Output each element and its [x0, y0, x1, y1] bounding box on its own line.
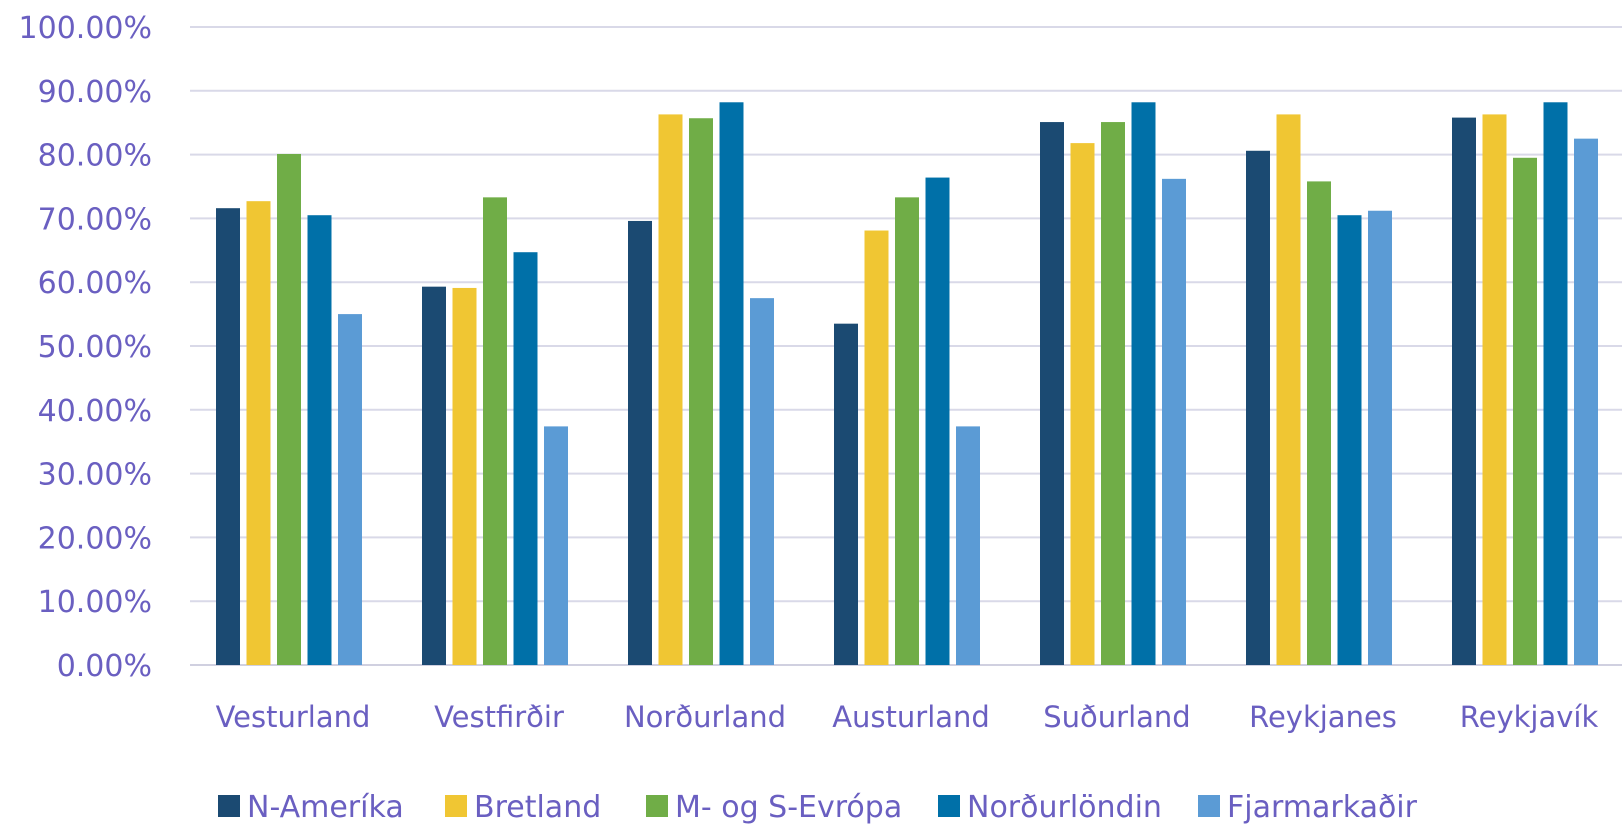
legend-label: Fjarmarkaðir: [1227, 790, 1418, 825]
legend-swatch: [646, 795, 668, 817]
bar-sudurland-nordurlondin: [1131, 102, 1156, 665]
bar-austurland-m-og-s-evropa: [895, 197, 919, 665]
category-label: Reykjavík: [1460, 700, 1599, 734]
bar-vestfirdir-fjarmarkadir: [544, 426, 568, 665]
y-tick-label: 40.00%: [38, 394, 152, 429]
y-tick-label: 10.00%: [38, 585, 152, 620]
legend-swatch: [445, 795, 467, 817]
y-tick-label: 0.00%: [57, 649, 152, 684]
category-label: Suðurland: [1043, 700, 1190, 734]
bar-nordurland-n-amerika: [628, 220, 652, 665]
bar-reykjanes-n-amerika: [1246, 150, 1270, 666]
bar-vesturland-m-og-s-evropa: [277, 153, 301, 665]
category-label: Reykjanes: [1249, 700, 1397, 734]
bar-nordurland-nordurlondin: [719, 102, 744, 665]
bar-reykjanes-fjarmarkadir: [1368, 210, 1392, 665]
bar-vesturland-n-amerika: [216, 208, 240, 665]
y-tick-label: 30.00%: [38, 458, 152, 493]
bar-vestfirdir-nordurlondin: [513, 252, 538, 666]
y-tick-label: 70.00%: [38, 202, 152, 237]
category-label: Vestfirðir: [434, 700, 564, 734]
y-tick-label: 60.00%: [38, 266, 152, 301]
bar-austurland-n-amerika: [834, 323, 858, 665]
legend-item-fjarmarkadir: Fjarmarkaðir: [1198, 790, 1418, 825]
bar-vestfirdir-bretland: [452, 287, 477, 665]
legend-swatch: [218, 795, 240, 817]
bar-austurland-bretland: [864, 230, 889, 665]
category-label: Norðurland: [624, 700, 786, 734]
bar-reykjavik-nordurlondin: [1543, 102, 1568, 665]
bar-nordurland-bretland: [658, 114, 683, 665]
legend-label: M- og S-Evrópa: [675, 790, 902, 825]
legend-label: N-Ameríka: [247, 790, 404, 825]
bar-vesturland-nordurlondin: [307, 215, 332, 665]
bar-sudurland-bretland: [1070, 143, 1095, 666]
y-tick-label: 80.00%: [38, 139, 152, 174]
bar-series: [216, 102, 1598, 666]
bar-sudurland-m-og-s-evropa: [1101, 122, 1125, 665]
bar-vesturland-fjarmarkadir: [338, 314, 362, 665]
legend-label: Bretland: [474, 790, 601, 825]
bar-sudurland-n-amerika: [1040, 122, 1064, 665]
y-tick-label: 20.00%: [38, 521, 152, 556]
bar-nordurland-fjarmarkadir: [750, 298, 774, 665]
category-label: Vesturland: [216, 700, 371, 734]
bar-reykjavik-fjarmarkadir: [1574, 138, 1598, 665]
bar-reykjavik-m-og-s-evropa: [1513, 157, 1537, 666]
bar-reykjavik-bretland: [1482, 114, 1507, 665]
legend-item-nordurlondin: Norðurlöndin: [938, 790, 1162, 825]
bar-austurland-fjarmarkadir: [956, 426, 980, 665]
bar-reykjavik-n-amerika: [1452, 117, 1476, 665]
y-tick-label: 100.00%: [19, 11, 152, 46]
legend-swatch: [1198, 795, 1220, 817]
legend: N-Ameríka Bretland M- og S-Evrópa Norðurlön…: [218, 790, 1418, 825]
y-axis-tick-labels: 0.00% 10.00% 20.00% 30.00% 40.00% 50.00% 60.00…: [19, 11, 152, 684]
bar-vestfirdir-n-amerika: [422, 286, 446, 665]
legend-swatch: [938, 795, 960, 817]
category-label: Austurland: [832, 700, 990, 734]
bar-reykjanes-nordurlondin: [1337, 215, 1362, 665]
legend-item-bretland: Bretland: [445, 790, 601, 825]
category-labels: Vesturland Vestfirðir Norðurland Austurland…: [216, 700, 1599, 734]
bar-nordurland-m-og-s-evropa: [689, 118, 713, 665]
bar-sudurland-fjarmarkadir: [1162, 178, 1186, 665]
bar-austurland-nordurlondin: [925, 177, 950, 665]
legend-item-m-og-s-evropa: M- og S-Evrópa: [646, 790, 902, 825]
bar-vestfirdir-m-og-s-evropa: [483, 197, 507, 665]
bar-reykjanes-bretland: [1276, 114, 1301, 665]
legend-item-n-amerika: N-Ameríka: [218, 790, 404, 825]
bar-reykjanes-m-og-s-evropa: [1307, 181, 1331, 665]
y-tick-label: 50.00%: [38, 330, 152, 365]
legend-label: Norðurlöndin: [967, 790, 1162, 825]
y-tick-label: 90.00%: [38, 75, 152, 110]
bar-vesturland-bretland: [246, 201, 271, 665]
